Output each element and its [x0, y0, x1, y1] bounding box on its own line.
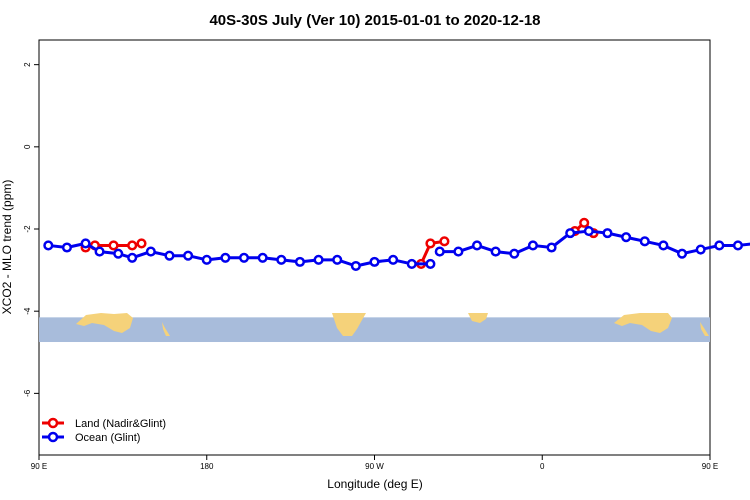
- land-mass: [162, 322, 170, 336]
- data-point: [183, 250, 194, 261]
- data-point: [527, 240, 538, 251]
- data-point: [583, 226, 594, 237]
- data-point: [453, 246, 464, 257]
- data-point: [201, 254, 212, 265]
- data-point: [238, 252, 250, 263]
- data-point: [621, 232, 632, 243]
- land-mass: [332, 313, 366, 336]
- data-point: [434, 246, 445, 257]
- data-point: [164, 250, 175, 261]
- land-mass: [614, 313, 672, 333]
- data-point: [579, 217, 590, 228]
- x-axis-label: Longitude (deg E): [327, 477, 422, 491]
- data-point: [332, 254, 343, 265]
- legend-land-marker: [47, 417, 59, 429]
- data-point: [439, 236, 450, 247]
- y-axis: 2 0 -2 -4 -6: [23, 62, 39, 397]
- x-tick-label: 180: [200, 462, 214, 471]
- y-tick-label: -2: [23, 225, 32, 233]
- data-point: [639, 236, 650, 247]
- data-point: [546, 242, 557, 253]
- x-tick-label: 90 W: [365, 462, 384, 471]
- data-point: [108, 240, 119, 251]
- legend-ocean-marker: [47, 431, 59, 443]
- chart-title: 40S-30S July (Ver 10) 2015-01-01 to 2020…: [209, 12, 540, 29]
- data-point: [509, 248, 520, 259]
- map-ocean: [39, 317, 710, 343]
- data-point: [127, 252, 138, 263]
- data-point: [471, 240, 483, 251]
- data-point: [43, 240, 54, 251]
- data-point: [313, 254, 324, 265]
- data-series: [43, 217, 750, 272]
- legend-land-label: Land (Nadir&Glint): [75, 418, 166, 430]
- data-point: [294, 256, 305, 267]
- legend-ocean-label: Ocean (Glint): [75, 432, 140, 444]
- world-map-strip: [39, 313, 710, 343]
- y-tick-label: -6: [23, 389, 32, 397]
- data-point: [695, 244, 706, 255]
- data-point: [406, 258, 417, 269]
- data-point: [388, 254, 399, 265]
- x-tick-label: 90 E: [31, 462, 47, 471]
- data-point: [257, 252, 268, 263]
- data-point: [80, 238, 91, 249]
- data-point: [714, 240, 725, 251]
- data-point: [565, 228, 576, 239]
- data-point: [658, 240, 669, 251]
- data-point: [676, 248, 688, 259]
- data-point: [220, 252, 231, 263]
- data-point: [490, 246, 501, 257]
- data-point: [425, 258, 436, 269]
- land-mass: [468, 313, 488, 323]
- land-mass: [700, 322, 709, 336]
- data-point: [113, 248, 124, 259]
- data-point: [276, 254, 287, 265]
- data-point: [369, 256, 380, 267]
- data-point: [61, 242, 73, 253]
- data-point: [425, 238, 436, 249]
- data-point: [145, 246, 156, 257]
- y-tick-label: 2: [23, 62, 32, 67]
- map-land-masses: [76, 313, 709, 336]
- data-point: [136, 238, 147, 249]
- data-point: [127, 240, 138, 251]
- data-point: [602, 228, 613, 239]
- series-ocean: [43, 226, 750, 272]
- data-point: [350, 260, 361, 272]
- data-point: [94, 246, 105, 257]
- land-mass: [76, 313, 133, 333]
- x-tick-label: 90 E: [702, 462, 718, 471]
- y-tick-label: 0: [23, 144, 32, 149]
- series-line: [48, 241, 431, 268]
- y-tick-label: -4: [23, 307, 32, 315]
- x-tick-label: 0: [540, 462, 545, 471]
- legend: Land (Nadir&Glint) Ocean (Glint): [42, 417, 166, 444]
- y-axis-label: XCO2 - MLO trend (ppm): [0, 180, 14, 315]
- data-point: [732, 240, 744, 251]
